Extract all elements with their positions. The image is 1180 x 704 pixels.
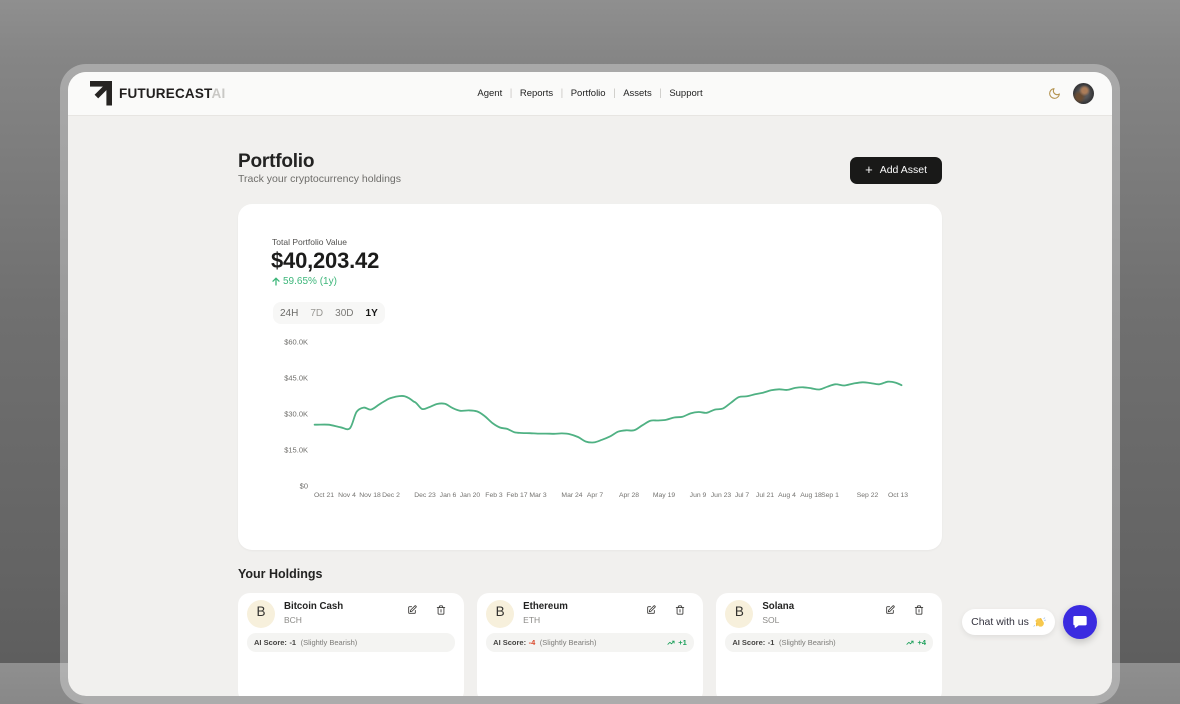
svg-text:$45.0K: $45.0K xyxy=(284,374,308,383)
svg-text:Mar 24: Mar 24 xyxy=(561,492,582,499)
svg-text:Mar 3: Mar 3 xyxy=(529,492,547,499)
svg-text:May 19: May 19 xyxy=(653,492,676,499)
svg-text:Dec 2: Dec 2 xyxy=(382,492,400,499)
svg-text:Apr 28: Apr 28 xyxy=(619,492,639,499)
svg-text:Apr 7: Apr 7 xyxy=(587,492,603,499)
svg-text:Nov 18: Nov 18 xyxy=(359,492,381,499)
svg-text:$0: $0 xyxy=(300,482,308,491)
svg-text:Jul 7: Jul 7 xyxy=(735,492,750,499)
svg-text:Jun 23: Jun 23 xyxy=(711,492,732,499)
svg-text:Jun 9: Jun 9 xyxy=(690,492,707,499)
svg-text:Feb 17: Feb 17 xyxy=(506,492,527,499)
svg-text:Feb 3: Feb 3 xyxy=(485,492,503,499)
svg-text:$60.0K: $60.0K xyxy=(284,338,308,347)
svg-text:Aug 18: Aug 18 xyxy=(800,492,822,499)
svg-text:Jan 6: Jan 6 xyxy=(440,492,457,499)
svg-text:Jul 21: Jul 21 xyxy=(756,492,774,499)
svg-text:Oct 21: Oct 21 xyxy=(314,492,334,499)
svg-text:Jan 20: Jan 20 xyxy=(460,492,481,499)
svg-text:Aug 4: Aug 4 xyxy=(778,492,796,499)
svg-text:Dec 23: Dec 23 xyxy=(414,492,436,499)
svg-text:Sep 22: Sep 22 xyxy=(857,492,879,499)
svg-text:Sep 1: Sep 1 xyxy=(821,492,839,499)
svg-text:$30.0K: $30.0K xyxy=(284,410,308,419)
svg-text:Oct 13: Oct 13 xyxy=(888,492,908,499)
svg-text:$15.0K: $15.0K xyxy=(284,446,308,455)
svg-text:Nov 4: Nov 4 xyxy=(338,492,356,499)
